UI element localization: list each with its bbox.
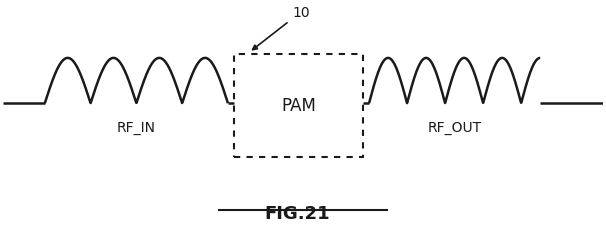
- Text: FIG.21: FIG.21: [264, 204, 330, 222]
- Text: 10: 10: [253, 6, 310, 50]
- Text: RF_IN: RF_IN: [117, 121, 156, 135]
- Text: RF_OUT: RF_OUT: [428, 121, 482, 135]
- Bar: [234, 54, 363, 158]
- Text: PAM: PAM: [281, 97, 316, 115]
